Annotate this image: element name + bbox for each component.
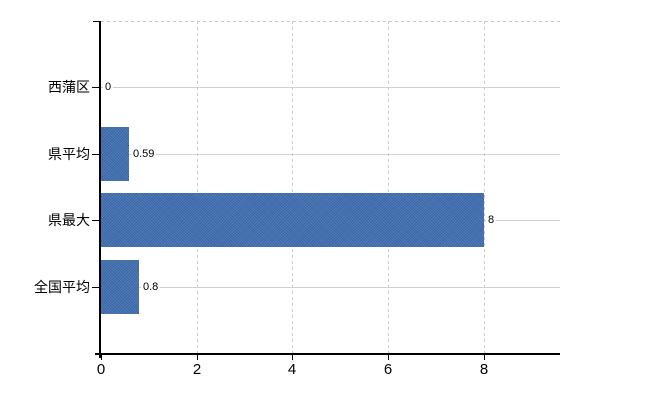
- plot-top-border: [101, 21, 560, 22]
- v-gridline: [292, 21, 293, 353]
- y-tick: [92, 154, 99, 155]
- value-label: 0.8: [141, 280, 161, 294]
- h-gridline: [101, 287, 560, 288]
- y-tick: [92, 220, 99, 221]
- x-tick-label: 8: [479, 361, 489, 378]
- v-gridline: [484, 21, 485, 353]
- v-gridline: [388, 21, 389, 353]
- x-tick-label: 4: [287, 361, 297, 378]
- x-axis-line: [95, 353, 560, 355]
- h-gridline: [101, 154, 560, 155]
- x-tick: [292, 355, 293, 360]
- x-tick: [484, 355, 485, 360]
- v-gridline: [197, 21, 198, 353]
- category-label: 全国平均: [34, 279, 90, 295]
- category-label: 県平均: [48, 146, 90, 162]
- category-label: 西蒲区: [48, 79, 90, 95]
- x-tick-label: 2: [192, 361, 202, 378]
- x-tick-label: 0: [96, 361, 106, 378]
- bar-全国平均: [101, 260, 139, 314]
- bar-県最大: [101, 193, 484, 247]
- value-label: 0: [103, 80, 114, 94]
- y-axis-line: [99, 21, 101, 358]
- category-label: 県最大: [48, 212, 90, 228]
- bar-県平均: [101, 127, 129, 181]
- value-label: 8: [486, 213, 497, 227]
- y-tick: [92, 287, 99, 288]
- value-label: 0.59: [131, 147, 157, 161]
- x-tick: [101, 355, 102, 360]
- y-tick: [92, 87, 99, 88]
- y-axis-top-tick: [93, 21, 100, 22]
- x-tick-label: 6: [383, 361, 393, 378]
- x-tick: [197, 355, 198, 360]
- x-tick: [388, 355, 389, 360]
- h-gridline: [101, 87, 560, 88]
